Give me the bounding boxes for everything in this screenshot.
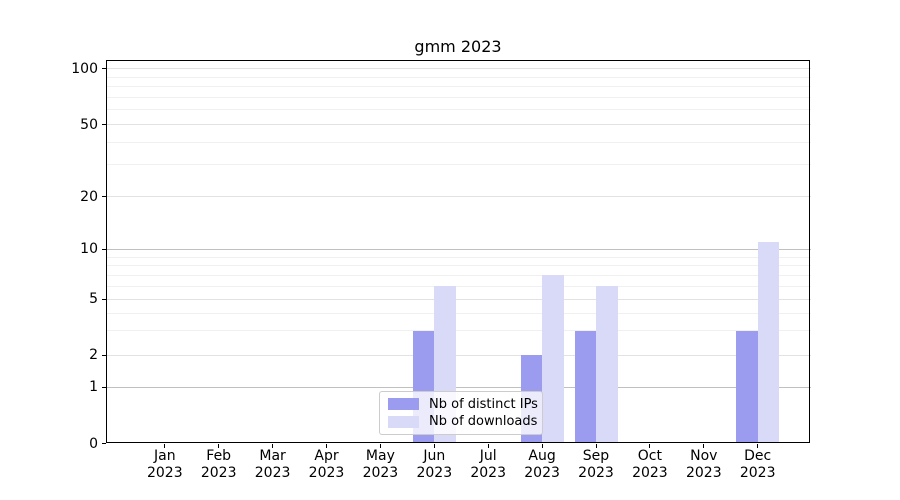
x-axis-tick-mark [164, 443, 166, 448]
x-axis-month-label: Aug [528, 448, 556, 464]
minor-gridline [106, 141, 811, 143]
major-gridline [106, 68, 811, 69]
y-axis-tick-label: 50 [80, 116, 98, 133]
bar-downloads-aug [542, 275, 564, 444]
x-axis-month-label: Oct [637, 448, 662, 464]
x-axis-year-label: 2023 [632, 465, 668, 481]
minor-gridline [106, 312, 811, 314]
y-axis-tick-mark [101, 386, 106, 388]
minor-gridline [106, 109, 811, 111]
major-gridline [106, 248, 811, 250]
major-gridline [106, 386, 811, 388]
legend: Nb of distinct IPs Nb of downloads [379, 391, 543, 435]
y-axis-tick-mark [101, 443, 106, 444]
x-axis-tick-label-sep: Sep 2023 [565, 448, 627, 482]
x-axis-year-label: 2023 [685, 465, 722, 481]
x-axis-year-label: 2023 [470, 465, 506, 481]
x-axis-tick-label-oct: Oct 2023 [619, 448, 681, 482]
x-axis-tick-label-jan: Jan 2023 [134, 448, 196, 482]
y-axis-tick-label: 5 [89, 291, 98, 308]
minor-gridline [106, 96, 811, 98]
legend-swatch-downloads [388, 415, 419, 428]
x-axis-tick-label-dec: Dec 2023 [727, 448, 789, 482]
x-axis-year-label: 2023 [739, 465, 776, 481]
x-axis-year-label: 2023 [254, 465, 291, 481]
legend-label-distinct-ips: Nb of distinct IPs [429, 396, 538, 412]
y-axis-tick-mark [101, 68, 106, 69]
x-axis-tick-mark [541, 443, 543, 448]
x-axis-tick-mark [272, 443, 274, 448]
x-axis-month-label: Feb [206, 448, 232, 464]
x-axis-tick-mark [433, 443, 435, 448]
x-axis-month-label: May [365, 448, 395, 464]
x-axis-tick-mark [326, 443, 327, 448]
bar-downloads-sep [596, 286, 618, 444]
x-axis-tick-label-may: May 2023 [349, 448, 411, 482]
x-axis-month-label: Dec [744, 448, 772, 464]
x-axis-tick-label-jul: Jul 2023 [457, 448, 519, 482]
y-axis-tick-mark [101, 196, 106, 198]
minor-gridline [106, 76, 811, 78]
minor-gridline [106, 86, 811, 88]
x-axis-tick-mark [649, 443, 651, 448]
x-axis-tick-mark [218, 443, 220, 448]
legend-entry-downloads: Nb of downloads [388, 414, 538, 430]
x-axis-month-label: Jan [154, 448, 176, 464]
x-axis-year-label: 2023 [524, 465, 560, 481]
x-axis-tick-mark [757, 443, 759, 448]
major-gridline [106, 354, 811, 356]
minor-gridline [106, 164, 811, 166]
x-axis-month-label: Apr [314, 448, 339, 464]
x-axis-tick-label-aug: Aug 2023 [511, 448, 573, 482]
minor-gridline [106, 256, 811, 258]
minor-gridline [106, 274, 811, 276]
legend-label-downloads: Nb of downloads [429, 414, 538, 430]
x-axis-tick-label-apr: Apr 2023 [296, 448, 358, 482]
x-axis-tick-mark [595, 443, 597, 448]
major-gridline [106, 124, 811, 125]
bar-downloads-dec [757, 242, 780, 444]
x-axis-tick-label-mar: Mar 2023 [242, 448, 304, 482]
minor-gridline [106, 285, 811, 287]
y-axis-tick-mark [101, 298, 106, 300]
x-axis-tick-mark [703, 443, 705, 448]
x-axis-month-label: Mar [259, 448, 286, 464]
x-axis-year-label: 2023 [308, 465, 345, 481]
major-gridline [106, 298, 811, 300]
x-axis-tick-label-jun: Jun 2023 [403, 448, 465, 482]
x-axis-tick-mark [487, 443, 489, 448]
y-axis-tick-mark [101, 124, 106, 125]
x-axis-tick-label-nov: Nov 2023 [673, 448, 735, 482]
x-axis-year-label: 2023 [362, 465, 399, 481]
y-axis-tick-label: 100 [71, 60, 98, 77]
y-axis-tick-mark [101, 354, 106, 356]
minor-gridline [106, 265, 811, 267]
x-axis-month-label: Jul [479, 448, 497, 464]
y-axis-tick-label: 1 [89, 379, 98, 395]
y-axis-tick-label: 20 [80, 188, 98, 205]
x-axis-month-label: Jun [423, 448, 446, 464]
legend-swatch-distinct-ips [388, 398, 419, 411]
y-axis-tick-label: 2 [89, 347, 98, 364]
major-gridline [106, 196, 811, 198]
x-axis-tick-mark [379, 443, 381, 448]
chart-title: gmm 2023 [414, 37, 502, 56]
plot-area [106, 60, 811, 444]
y-axis-tick-label: 0 [89, 435, 98, 452]
x-axis-year-label: 2023 [578, 465, 614, 481]
x-axis-year-label: 2023 [200, 465, 237, 481]
y-axis-tick-label: 10 [80, 241, 98, 258]
x-axis-year-label: 2023 [416, 465, 453, 481]
x-axis-tick-label-feb: Feb 2023 [188, 448, 250, 482]
x-axis-month-label: Sep [582, 448, 610, 464]
x-axis-month-label: Nov [690, 448, 718, 464]
minor-gridline [106, 330, 811, 332]
legend-entry-distinct-ips: Nb of distinct IPs [388, 397, 538, 412]
bar-distinct-ips-sep [574, 330, 596, 444]
x-axis-year-label: 2023 [146, 465, 183, 481]
bar-distinct-ips-dec [736, 330, 758, 444]
y-axis-tick-mark [101, 248, 106, 250]
